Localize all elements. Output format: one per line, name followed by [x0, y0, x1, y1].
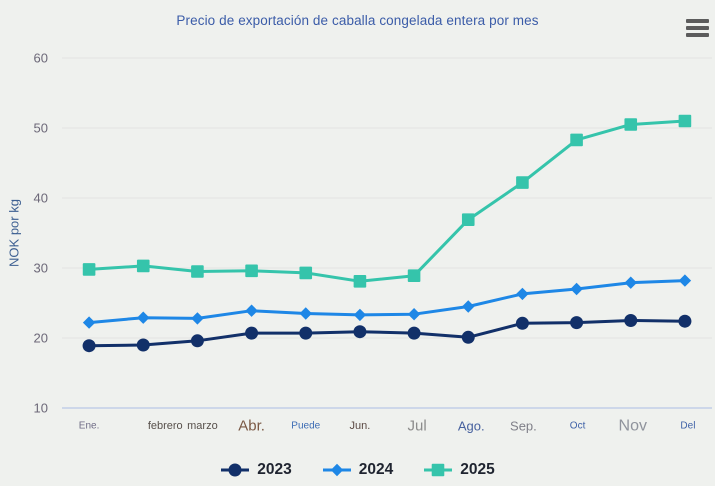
diamond-marker	[407, 308, 421, 321]
circle-marker	[678, 314, 692, 328]
series-line-2025	[87, 119, 687, 283]
legend-circle-icon	[221, 463, 250, 477]
circle-marker	[299, 326, 313, 340]
legend-label: 2023	[257, 461, 292, 478]
circle-marker	[624, 314, 638, 327]
diamond-marker	[462, 300, 475, 313]
square-marker	[570, 133, 583, 147]
circle-marker	[136, 338, 150, 352]
square-marker	[407, 269, 421, 282]
series-line-2023	[87, 319, 687, 348]
y-tick-label: 20	[34, 331, 48, 346]
diamond-marker	[330, 463, 343, 477]
circle-marker	[245, 326, 259, 340]
square-marker	[299, 266, 313, 280]
x-tick-label: Oct	[570, 421, 586, 432]
circle-marker	[353, 325, 367, 339]
legend-item-2025[interactable]: 2025	[423, 461, 495, 479]
legend-item-2023[interactable]: 2023	[220, 461, 292, 479]
x-tick-label: Sep.	[510, 419, 537, 434]
hamburger-menu-icon	[686, 19, 709, 23]
square-marker	[82, 263, 96, 276]
square-marker	[431, 463, 445, 477]
series-2025	[82, 114, 692, 288]
hamburger-menu-icon	[686, 26, 709, 30]
y-tick-label: 60	[34, 51, 48, 66]
x-tick-label: Ene.	[79, 421, 100, 432]
square-marker	[353, 275, 367, 288]
y-axis-title: NOK por kg	[7, 199, 22, 267]
circle-marker	[515, 316, 529, 330]
diamond-marker	[245, 304, 258, 317]
legend-diamond-icon	[322, 463, 351, 477]
diamond-marker	[82, 316, 96, 329]
y-tick-label: 30	[34, 261, 48, 276]
diamond-marker	[137, 311, 150, 324]
x-tick-label: febrero	[148, 420, 183, 432]
series-2024	[82, 274, 692, 329]
diamond-marker	[624, 276, 637, 289]
square-marker	[461, 213, 475, 226]
diamond-marker	[191, 312, 204, 325]
square-marker	[678, 114, 692, 128]
x-tick-label: Del	[680, 421, 695, 432]
square-marker	[245, 264, 258, 278]
square-marker	[136, 259, 150, 273]
square-marker	[191, 265, 204, 278]
x-tick-label: Nov	[619, 418, 647, 435]
chart-title: Precio de exportación de caballa congela…	[176, 13, 539, 28]
y-tick-label: 40	[34, 191, 48, 206]
legend: 2023 2024 2025	[0, 461, 715, 479]
legend-square-icon	[424, 463, 453, 477]
y-tick-label: 50	[34, 121, 48, 136]
y-tick-label: 10	[34, 401, 48, 416]
circle-marker	[461, 330, 475, 344]
circle-marker	[570, 316, 584, 330]
x-tick-label: Ago.	[458, 419, 485, 434]
square-marker	[624, 118, 638, 131]
circle-marker	[407, 326, 421, 340]
diamond-marker	[353, 308, 367, 322]
square-marker	[516, 176, 529, 189]
circle-marker	[82, 339, 96, 353]
x-tick-label: Jun.	[350, 420, 371, 432]
legend-label: 2024	[358, 461, 394, 478]
diamond-marker	[570, 282, 583, 296]
x-tick-label: Abr.	[238, 418, 265, 435]
diamond-marker	[678, 274, 692, 287]
legend-label: 2025	[460, 461, 495, 478]
circle-marker	[228, 463, 242, 477]
x-tick-label: Jul	[407, 418, 426, 435]
circle-marker	[190, 334, 204, 348]
hamburger-menu-icon	[686, 33, 709, 37]
series-2023	[82, 314, 692, 353]
series-line-2024	[87, 279, 687, 325]
diamond-marker	[516, 287, 529, 301]
diamond-marker	[299, 307, 312, 320]
legend-item-2024[interactable]: 2024	[322, 461, 393, 479]
chart-context-menu-button[interactable]	[682, 14, 714, 42]
x-tick-label: marzo	[187, 420, 218, 432]
x-tick-label: Puede	[291, 421, 320, 432]
